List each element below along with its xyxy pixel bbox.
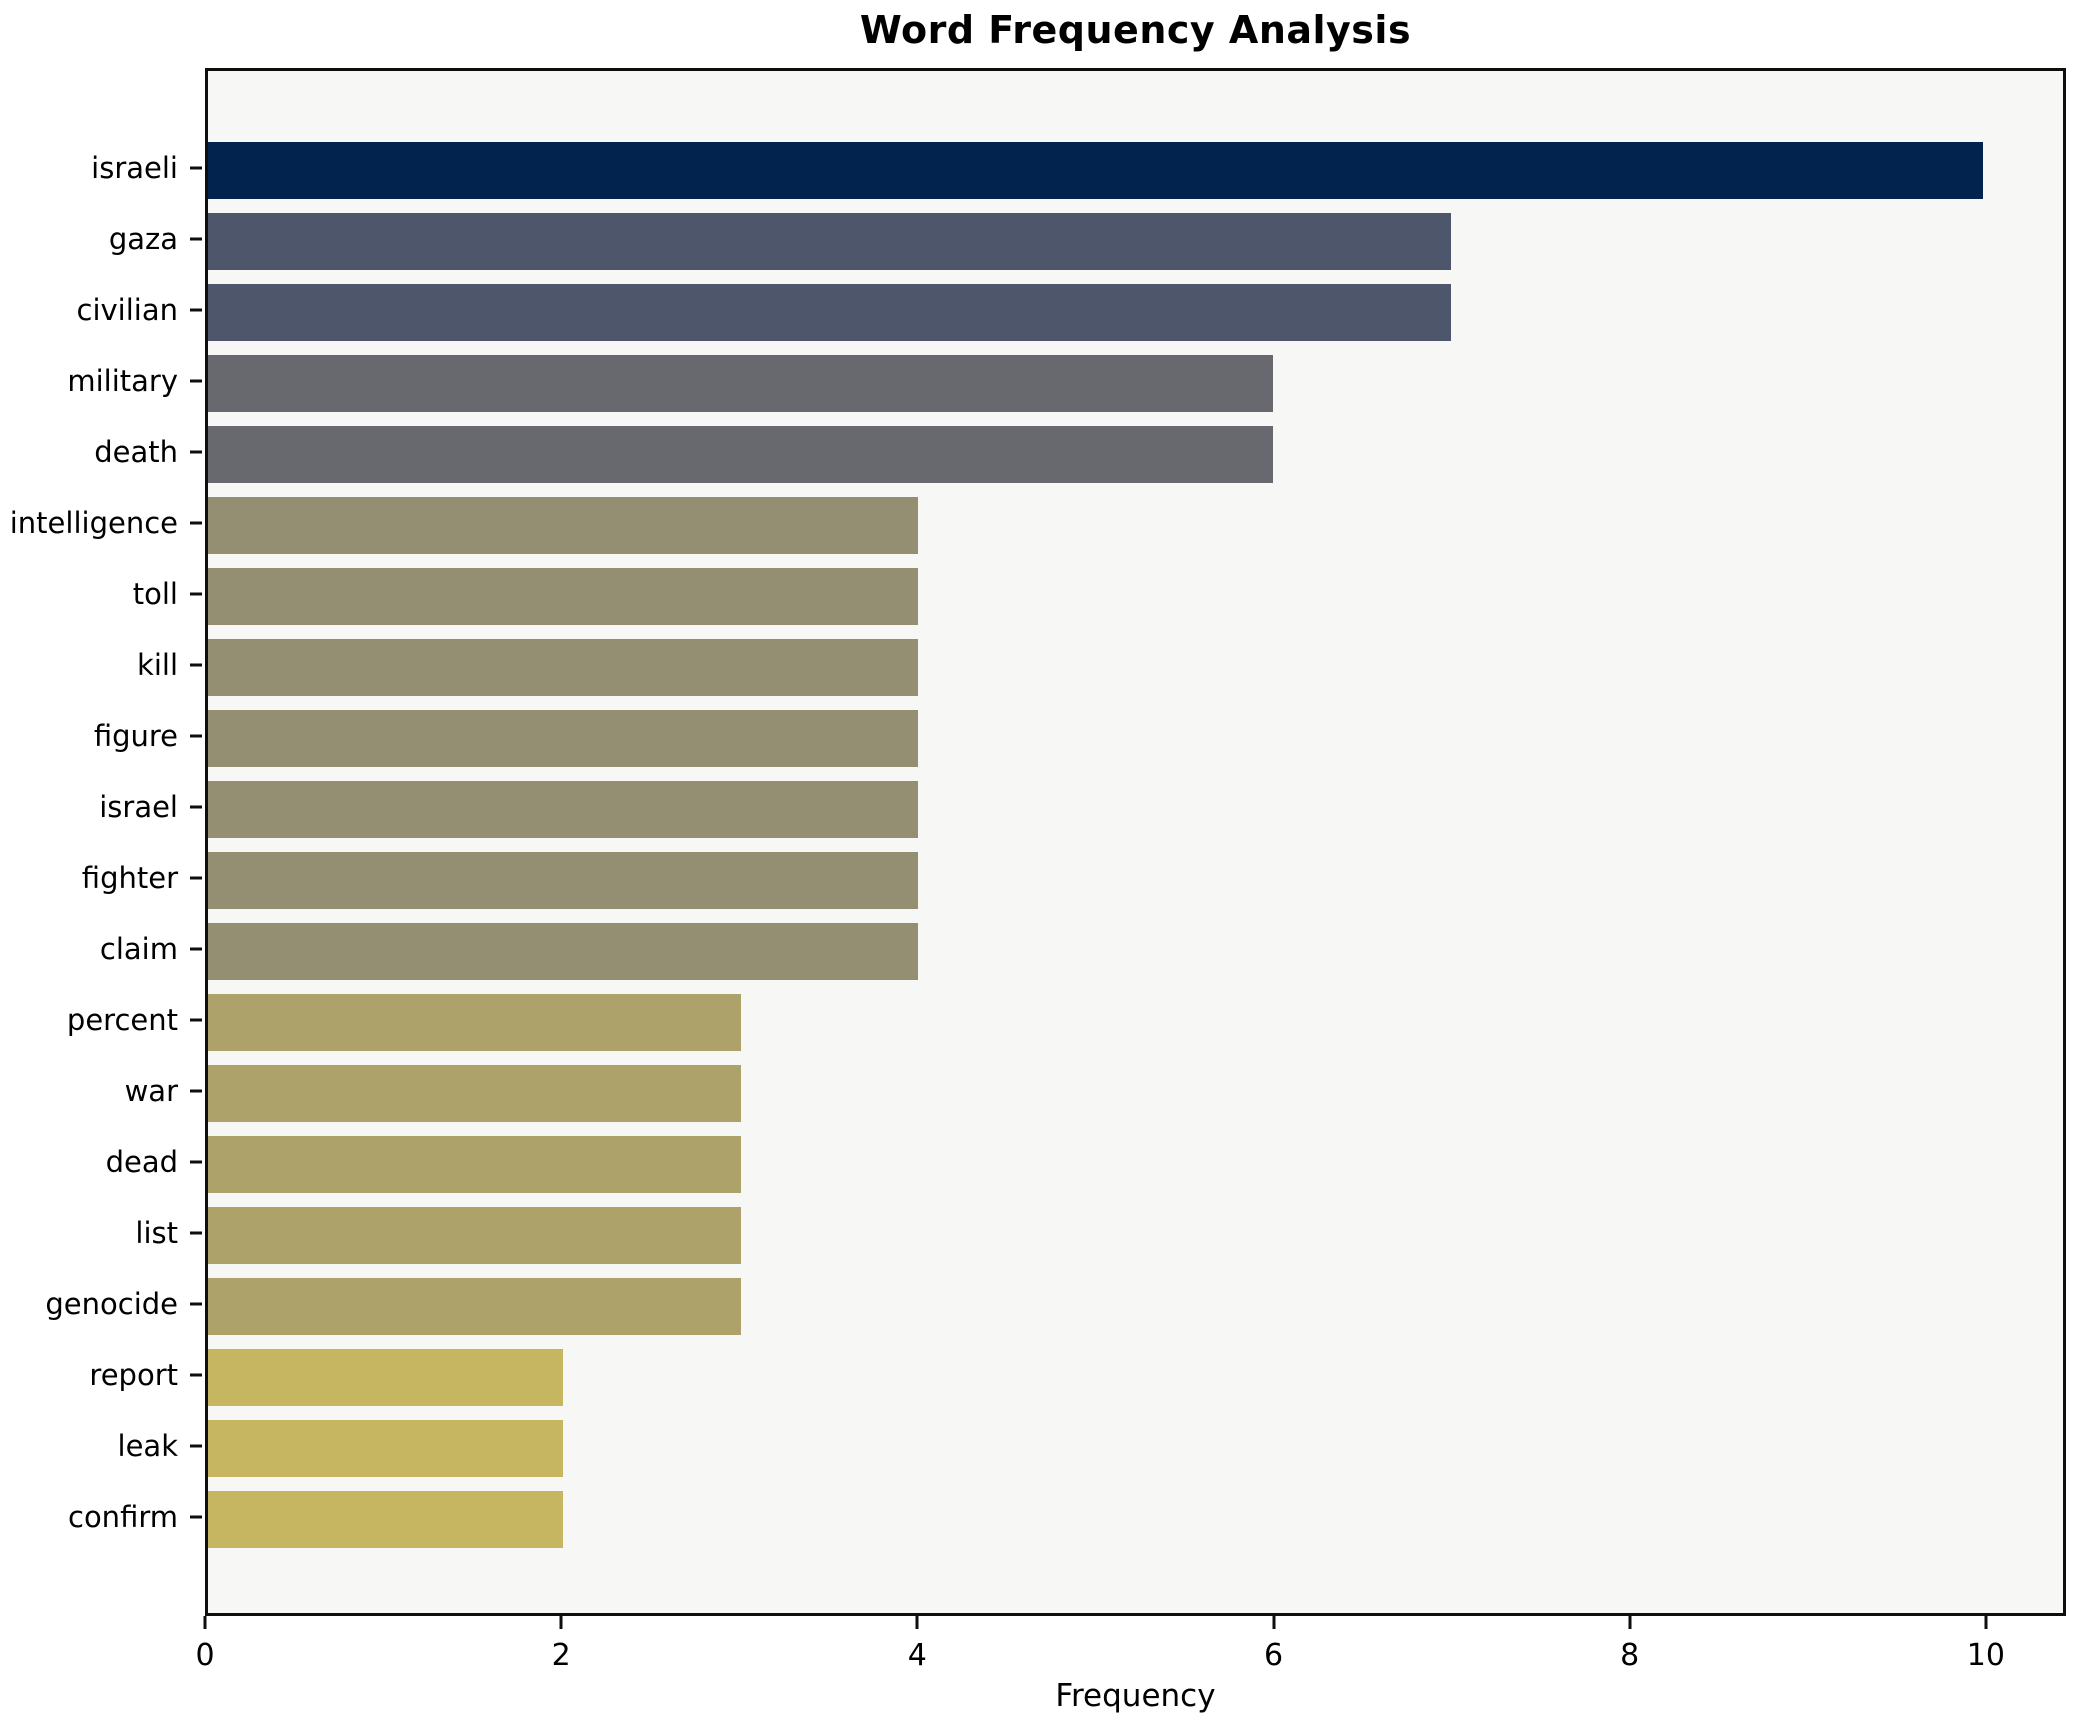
bar-civilian <box>208 284 1451 341</box>
bar-kill <box>208 639 919 696</box>
y-tick-mark <box>190 1018 202 1021</box>
bar-band <box>208 206 2063 277</box>
bar-gaza <box>208 213 1451 270</box>
chart-title: Word Frequency Analysis <box>859 8 1412 52</box>
x-tick-label-8: 8 <box>1620 1638 1640 1673</box>
bar-band <box>208 277 2063 348</box>
y-tick-label-kill: kill <box>137 647 178 682</box>
x-tick-mark <box>203 1616 207 1629</box>
bar-israel <box>208 781 919 838</box>
bar-band <box>208 703 2063 774</box>
plot-area <box>205 68 2066 1616</box>
y-tick-mark <box>190 1231 202 1234</box>
y-tick-mark <box>190 1373 202 1376</box>
bar-figure <box>208 710 919 767</box>
bar-war <box>208 1065 741 1122</box>
x-tick-mark <box>559 1616 563 1629</box>
bar-band <box>208 1058 2063 1129</box>
bar-toll <box>208 568 919 625</box>
y-tick-mark <box>190 1089 202 1092</box>
x-tick-mark <box>1984 1616 1988 1629</box>
bar-dead <box>208 1136 741 1193</box>
bar-israeli <box>208 142 1984 199</box>
y-tick-label-death: death <box>94 434 178 469</box>
bar-band <box>208 1413 2063 1484</box>
x-tick-label-4: 4 <box>907 1638 927 1673</box>
bar-band <box>208 419 2063 490</box>
y-tick-mark <box>190 947 202 950</box>
bar-band <box>208 1200 2063 1271</box>
x-tick-label-2: 2 <box>551 1638 571 1673</box>
y-tick-mark <box>190 308 202 311</box>
y-tick-mark <box>190 521 202 524</box>
y-tick-mark <box>190 1444 202 1447</box>
y-tick-mark <box>190 450 202 453</box>
bar-fighter <box>208 852 919 909</box>
bar-band <box>208 348 2063 419</box>
y-tick-label-list: list <box>135 1215 178 1250</box>
y-tick-mark <box>190 1160 202 1163</box>
bar-band <box>208 1271 2063 1342</box>
y-tick-mark <box>190 876 202 879</box>
x-tick-label-6: 6 <box>1263 1638 1284 1673</box>
y-tick-label-report: report <box>89 1357 178 1392</box>
bar-claim <box>208 923 919 980</box>
bar-band <box>208 1484 2063 1555</box>
x-tick-mark <box>1272 1616 1276 1629</box>
y-tick-label-leak: leak <box>117 1428 178 1463</box>
y-tick-label-gaza: gaza <box>108 221 178 256</box>
y-tick-label-war: war <box>124 1073 178 1108</box>
y-tick-mark <box>190 1302 202 1305</box>
bar-intelligence <box>208 497 919 554</box>
bar-band <box>208 774 2063 845</box>
y-tick-label-civilian: civilian <box>76 292 179 327</box>
bar-band <box>208 916 2063 987</box>
y-tick-label-toll: toll <box>132 576 178 611</box>
y-tick-label-percent: percent <box>66 1002 178 1037</box>
bar-series <box>208 135 2063 1555</box>
bar-confirm <box>208 1491 564 1548</box>
bar-band <box>208 632 2063 703</box>
y-tick-mark <box>190 592 202 595</box>
bar-leak <box>208 1420 564 1477</box>
y-tick-label-fighter: fighter <box>81 860 178 895</box>
y-tick-label-military: military <box>67 363 178 398</box>
y-tick-mark <box>190 663 202 666</box>
bar-band <box>208 1129 2063 1200</box>
bar-band <box>208 490 2063 561</box>
y-tick-mark <box>190 166 202 169</box>
bar-band <box>208 135 2063 206</box>
y-tick-label-confirm: confirm <box>68 1499 178 1534</box>
bar-military <box>208 355 1274 412</box>
x-tick-mark <box>1628 1616 1632 1629</box>
y-tick-label-israel: israel <box>99 789 178 824</box>
y-tick-mark <box>190 1515 202 1518</box>
bar-band <box>208 845 2063 916</box>
bar-report <box>208 1349 564 1406</box>
x-axis-title: Frequency <box>1055 1678 1216 1714</box>
y-tick-label-genocide: genocide <box>45 1286 178 1321</box>
bar-death <box>208 426 1274 483</box>
x-tick-label-10: 10 <box>1966 1638 2005 1673</box>
bar-list <box>208 1207 741 1264</box>
bar-genocide <box>208 1278 741 1335</box>
y-tick-label-israeli: israeli <box>91 150 178 185</box>
y-tick-label-claim: claim <box>99 931 178 966</box>
y-tick-label-figure: figure <box>93 718 178 753</box>
y-tick-label-intelligence: intelligence <box>9 505 178 540</box>
y-tick-mark <box>190 805 202 808</box>
y-tick-mark <box>190 734 202 737</box>
x-tick-mark <box>915 1616 919 1629</box>
bar-percent <box>208 994 741 1051</box>
y-tick-mark <box>190 237 202 240</box>
bar-band <box>208 561 2063 632</box>
y-tick-mark <box>190 379 202 382</box>
y-tick-label-dead: dead <box>105 1144 178 1179</box>
bar-band <box>208 1342 2063 1413</box>
x-tick-label-0: 0 <box>195 1638 215 1673</box>
bar-band <box>208 987 2063 1058</box>
